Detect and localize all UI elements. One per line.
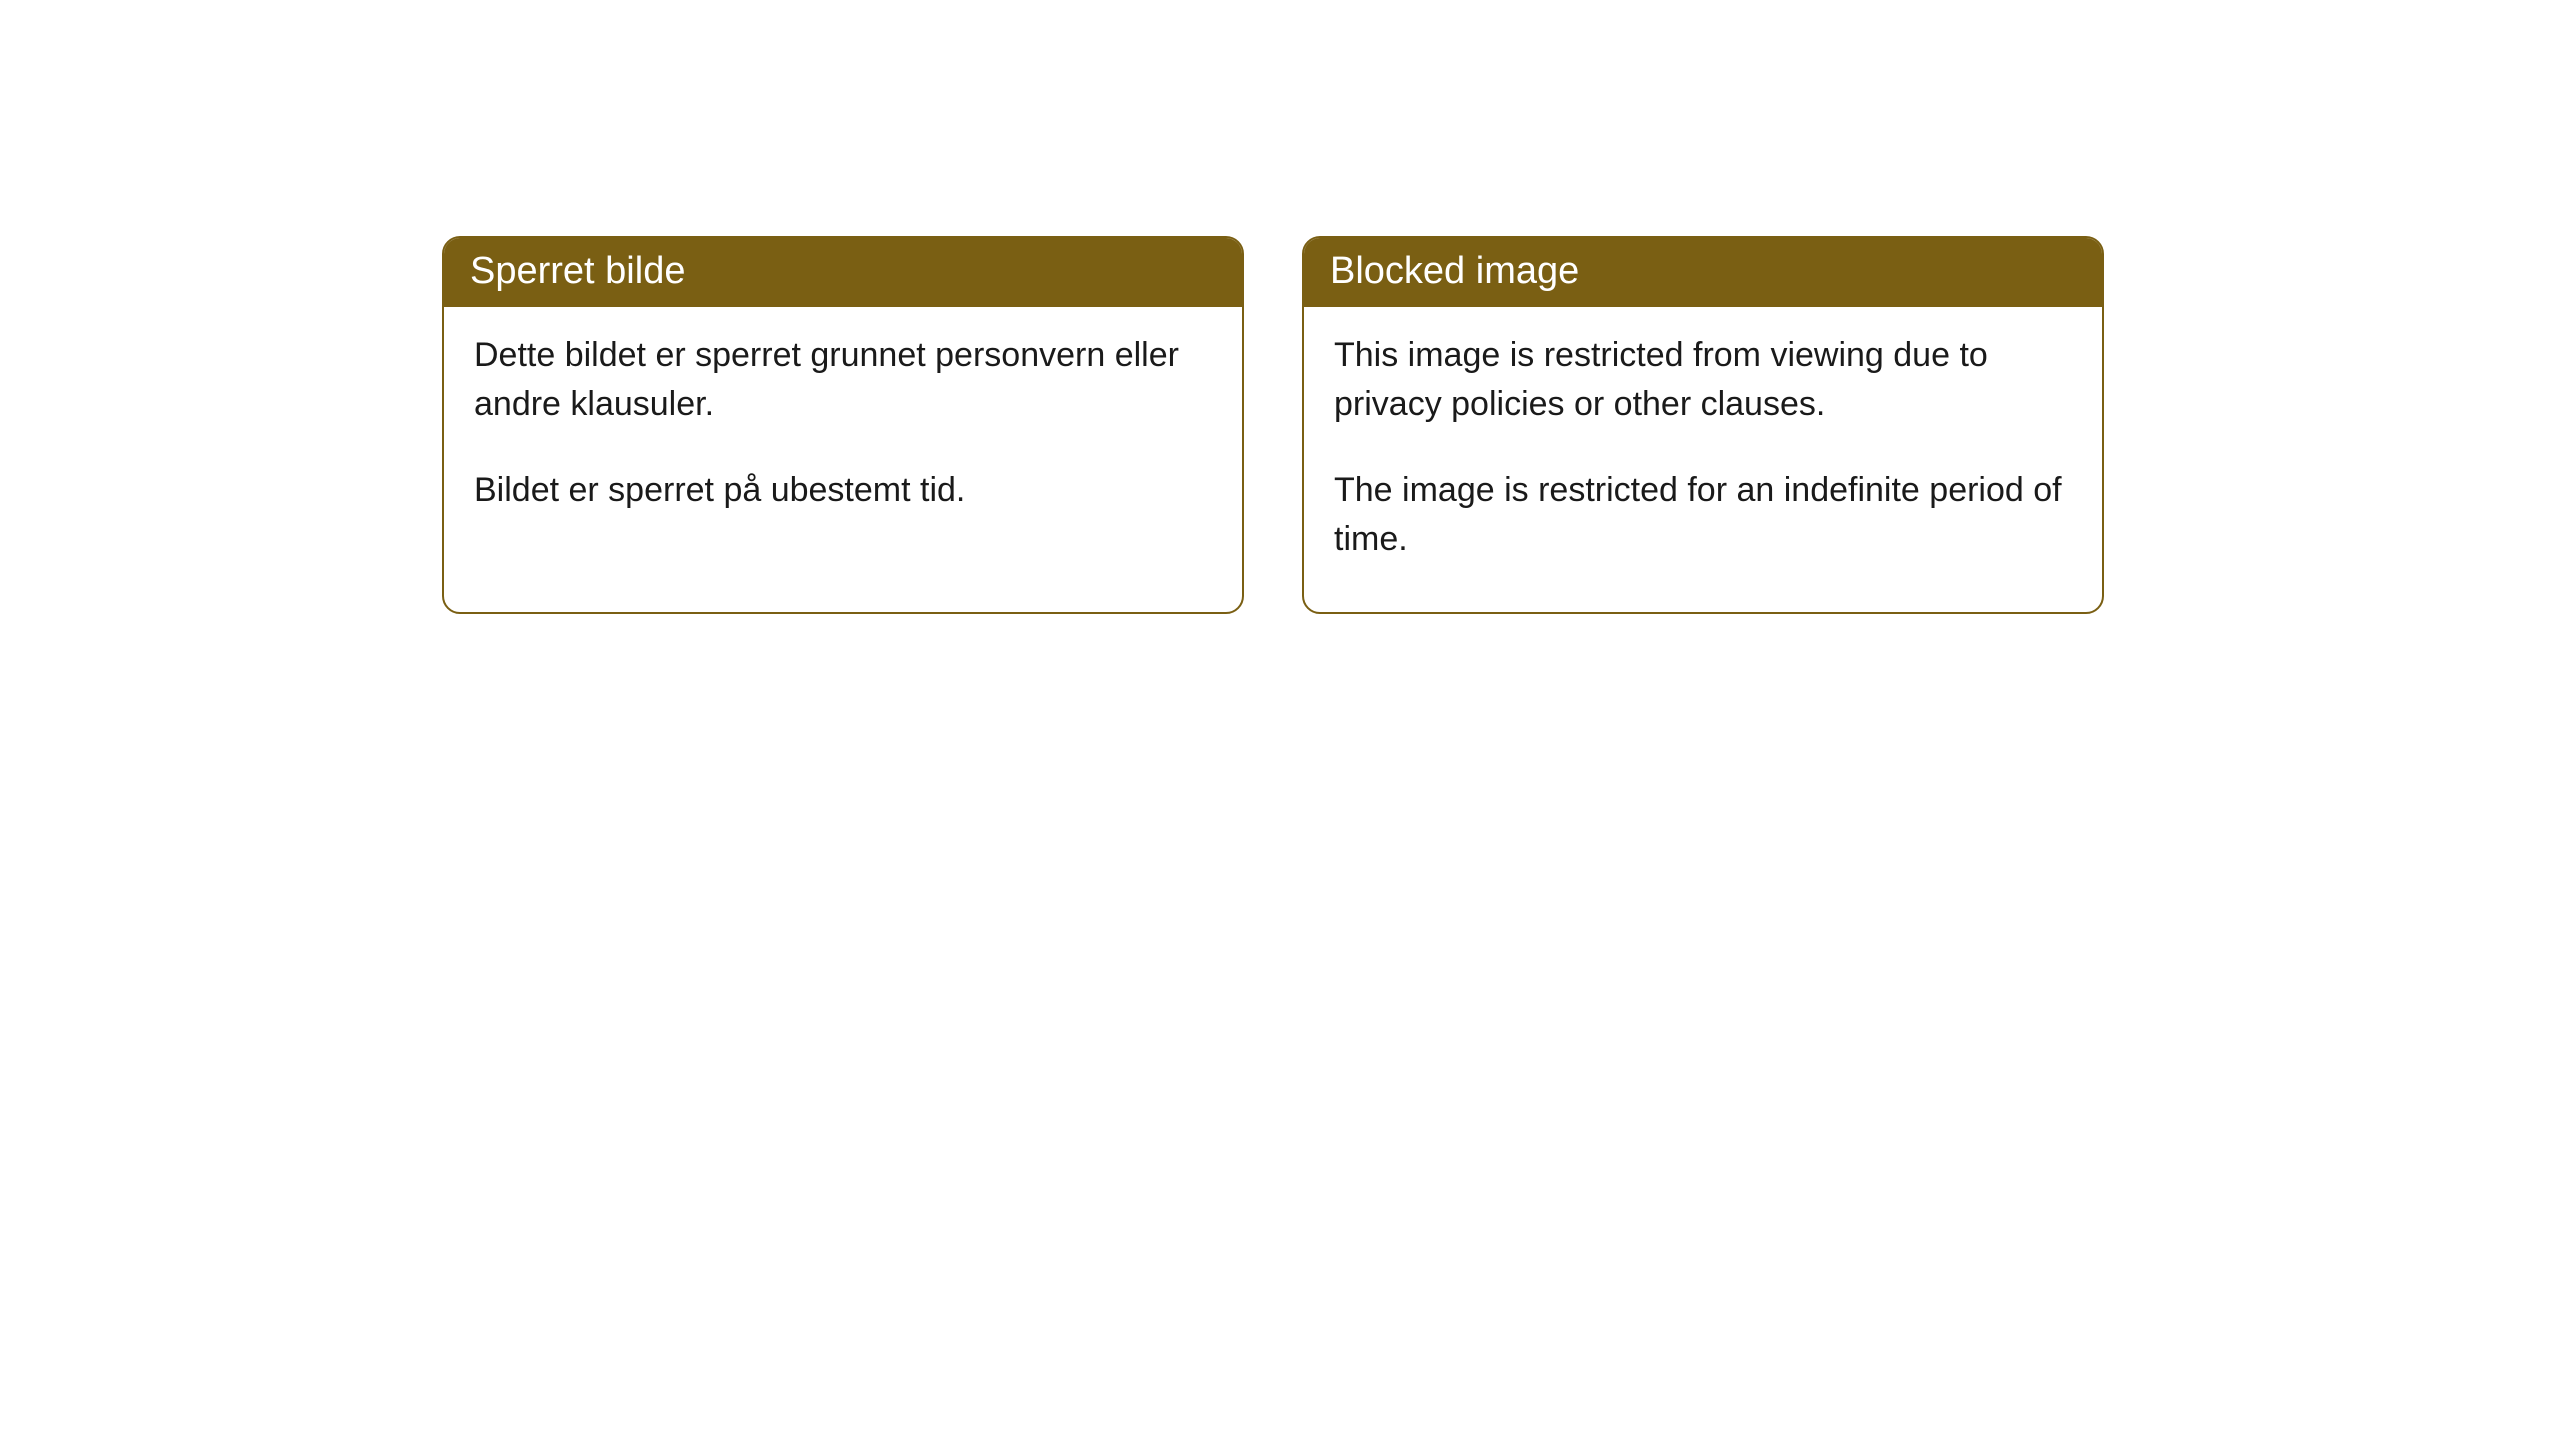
notice-paragraph: The image is restricted for an indefinit…: [1334, 466, 2072, 565]
notice-paragraph: Dette bildet er sperret grunnet personve…: [474, 331, 1212, 430]
notice-container: Sperret bilde Dette bildet er sperret gr…: [0, 0, 2560, 614]
notice-header: Blocked image: [1304, 238, 2102, 307]
notice-card-norwegian: Sperret bilde Dette bildet er sperret gr…: [442, 236, 1244, 614]
notice-header: Sperret bilde: [444, 238, 1242, 307]
notice-body: Dette bildet er sperret grunnet personve…: [444, 307, 1242, 563]
notice-body: This image is restricted from viewing du…: [1304, 307, 2102, 612]
notice-paragraph: Bildet er sperret på ubestemt tid.: [474, 466, 1212, 515]
notice-card-english: Blocked image This image is restricted f…: [1302, 236, 2104, 614]
notice-paragraph: This image is restricted from viewing du…: [1334, 331, 2072, 430]
